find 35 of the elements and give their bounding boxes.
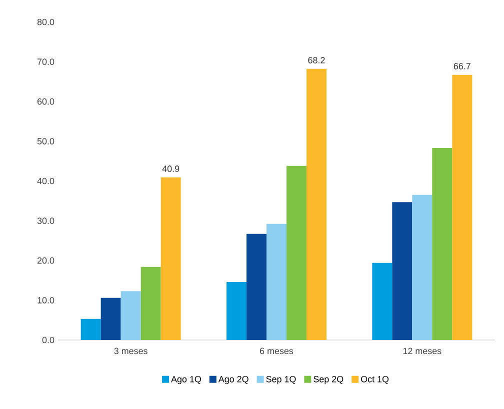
legend-label: Oct 1Q [361, 376, 389, 384]
y-tick-label: 20.0 [37, 257, 54, 264]
y-tick-label: 40.0 [37, 178, 54, 184]
bar [100, 298, 121, 340]
legend-label: Sep 1Q [266, 376, 296, 384]
legend-label: Ago 1Q [171, 376, 201, 384]
bar [246, 234, 266, 340]
y-tick-label: 60.0 [37, 98, 54, 105]
y-tick-label: 30.0 [37, 218, 54, 224]
bar [452, 74, 472, 340]
data-label: 68.2 [308, 57, 325, 64]
bar [432, 148, 452, 340]
bar [392, 202, 412, 340]
x-tick-label: 12 meses [403, 348, 442, 354]
bar [80, 318, 101, 340]
bar [120, 291, 141, 340]
y-tick-label: 70.0 [37, 58, 54, 65]
data-label: 66.7 [454, 62, 470, 70]
bar [286, 166, 307, 340]
y-tick-label: 10.0 [38, 297, 54, 304]
legend-label: Sep 2Q [314, 376, 344, 384]
y-tick-label: 0.0 [42, 336, 54, 344]
x-tick-label: 6 meses [260, 348, 294, 354]
bar [306, 68, 327, 340]
bar [226, 282, 246, 340]
legend-label: Ago 2Q [218, 376, 248, 384]
bar [140, 266, 161, 340]
data-label: 40.9 [162, 166, 180, 172]
bar [266, 224, 286, 340]
x-tick-label: 3 meses [114, 348, 148, 354]
bar [160, 177, 181, 340]
y-tick-label: 80.0 [37, 18, 54, 26]
bar [412, 194, 432, 340]
y-tick-label: 50.0 [37, 138, 54, 144]
bar [372, 262, 392, 340]
